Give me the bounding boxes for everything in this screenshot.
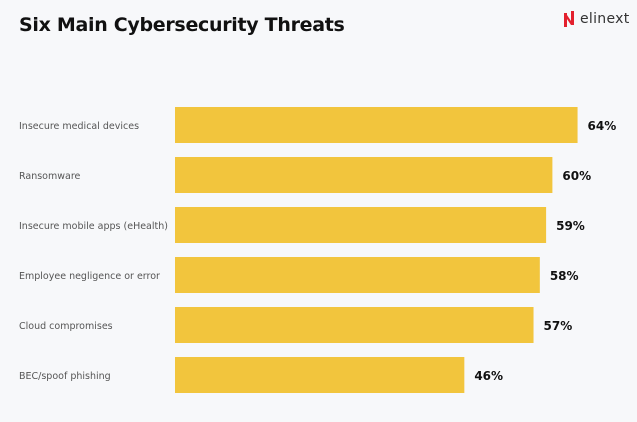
bar xyxy=(175,207,547,243)
value-label: 64% xyxy=(588,119,617,133)
chart-title: Six Main Cybersecurity Threats xyxy=(19,14,345,36)
value-label: 57% xyxy=(544,319,573,333)
category-label: Insecure mobile apps (eHealth) xyxy=(19,221,168,232)
brand-logo: elinext xyxy=(563,10,630,28)
category-label: Ransomware xyxy=(19,171,81,182)
bar xyxy=(175,257,540,293)
brand-name: elinext xyxy=(580,11,630,27)
value-label: 60% xyxy=(562,169,591,183)
category-label: Cloud compromises xyxy=(19,321,113,332)
category-label: Insecure medical devices xyxy=(19,121,139,132)
bar xyxy=(175,307,534,343)
value-label: 58% xyxy=(550,269,579,283)
value-label: 59% xyxy=(556,219,585,233)
elinext-logo-icon xyxy=(564,11,574,27)
bar xyxy=(175,157,553,193)
value-label: 46% xyxy=(474,369,503,383)
bar xyxy=(175,107,578,143)
category-label: Employee negligence or error xyxy=(19,271,160,282)
category-label: BEC/spoof phishing xyxy=(19,371,111,382)
bar xyxy=(175,357,465,393)
